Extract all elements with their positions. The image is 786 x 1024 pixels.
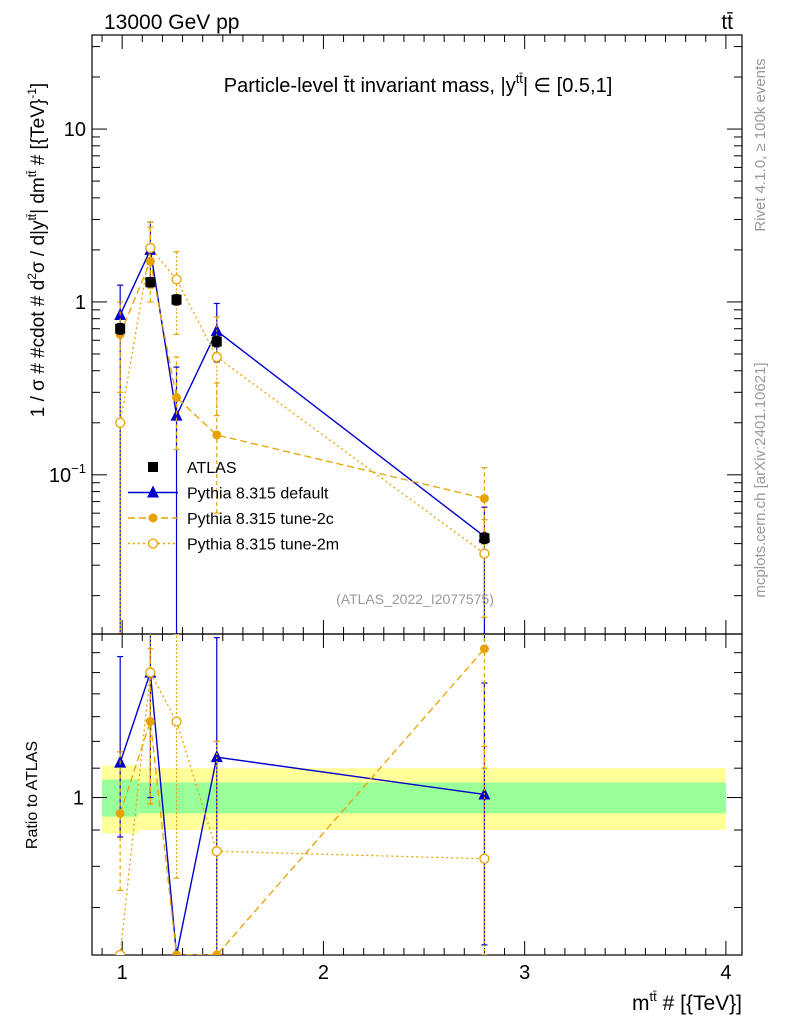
main-line-pythia-8-315-tune-2m — [119, 246, 485, 555]
ratio-point-pythia-8-315-tune-2m — [211, 846, 222, 857]
main-point-pythia-8-315-tune-2m — [145, 242, 156, 254]
x-tick-label: 4 — [720, 962, 731, 984]
chart-title: Particle-level t̄t invariant mass, |ytt̄… — [224, 71, 613, 97]
ratio-line-pythia-8-315-default — [119, 672, 485, 955]
y-tick-label: 10 — [64, 119, 86, 141]
x-tick-label: 2 — [318, 962, 329, 984]
ylabel-part-2: σ / d|y — [28, 220, 49, 273]
main-point-pythia-8-315-tune-2m — [171, 274, 182, 285]
y-axis-label: 1 / σ # #cdot # d2σ / d|ytt̄| dmtt̄ # [{… — [25, 83, 49, 417]
y-tick-label: 10−1 — [49, 461, 86, 487]
ratio-point-pythia-8-315-tune-2c — [172, 950, 182, 955]
main-point-atlas — [479, 533, 490, 544]
ylabel-part-5: tt̄ — [25, 170, 39, 177]
x-axis-label: mtt̄ # [{TeV}] — [632, 989, 742, 1015]
uncertainty-band-inner — [192, 782, 243, 814]
legend-label-atlas: ATLAS — [187, 460, 237, 477]
xlabel-base: m — [632, 992, 650, 1015]
main-point-pythia-8-315-tune-2m — [211, 351, 222, 363]
chart-title-end: | ∈ [0.5,1] — [523, 75, 612, 97]
legend-marker-atlas — [148, 462, 158, 472]
ratio-point-pythia-8-315-tune-2c — [212, 950, 222, 955]
legend-marker-pythia-8-315-tune-2m — [147, 538, 159, 549]
energy-label: 13000 GeV pp — [104, 11, 239, 34]
ylabel-part-6: # [{TeV} — [28, 99, 49, 171]
ylabel-part-1: 2 — [25, 273, 39, 280]
main-point-pythia-8-315-tune-2c — [212, 430, 222, 440]
main-point-pythia-8-315-tune-2m — [115, 417, 126, 428]
main-point-pythia-8-315-default — [170, 408, 183, 421]
legend: ATLAS Pythia 8.315 default Pythia 8.315 tu… — [128, 460, 339, 554]
ylabel-part-8: ] — [28, 83, 49, 88]
ratio-point-pythia-8-315-tune-2c — [479, 644, 489, 654]
chart-title-main: Particle-level t̄t invariant mass, |y — [224, 75, 516, 97]
uncertainty-band-inner — [162, 782, 193, 814]
ratio-line-pythia-8-315-tune-2c — [119, 648, 485, 955]
ratio-point-pythia-8-315-tune-2c — [145, 716, 155, 726]
main-plot-panel: 10 1 10−1 ATLAS Pythia 8.315 default Pythia 8… — [49, 34, 743, 635]
ratio-point-pythia-8-315-default — [210, 750, 223, 763]
main-point-pythia-8-315-tune-2m — [479, 548, 490, 559]
main-line-pythia-8-315-tune-2c — [119, 258, 485, 500]
legend-marker-pythia-8-315-tune-2c — [148, 513, 158, 523]
xlabel-sup: tt̄ — [650, 989, 658, 1004]
main-point-pythia-8-315-tune-2c — [479, 493, 489, 503]
main-point-atlas — [171, 294, 182, 305]
ylabel-part-4: | dm — [28, 177, 49, 214]
y-tick-label: 1 — [75, 292, 86, 314]
ratio-panel-frame — [91, 633, 743, 956]
main-point-atlas — [115, 323, 126, 334]
xlabel-end: # [{TeV}] — [657, 992, 742, 1015]
ratio-point-pythia-8-315-tune-2c — [115, 808, 125, 818]
legend-label-pythia-8-315-tune-2c: Pythia 8.315 tune-2c — [187, 511, 334, 528]
ratio-point-pythia-8-315-tune-2m — [171, 716, 182, 727]
analysis-watermark: (ATLAS_2022_I2077575) — [336, 591, 494, 607]
main-data-layer — [114, 221, 491, 634]
ylabel-part-7: -1 — [25, 88, 39, 99]
x-tick-label: 3 — [519, 962, 530, 984]
ratio-point-pythia-8-315-tune-2m — [145, 667, 156, 678]
ratio-y-tick-label: 1 — [73, 788, 84, 810]
x-tick-label: 1 — [117, 962, 128, 984]
rivet-version-label: Rivet 4.1.0, ≥ 100k events — [752, 58, 769, 231]
legend-label-pythia-8-315-tune-2m: Pythia 8.315 tune-2m — [187, 537, 339, 554]
ylabel-part-3: tt̄ — [25, 213, 39, 220]
main-point-atlas — [211, 336, 222, 347]
ratio-plot-panel: 1 2 3 4 1 — [73, 633, 743, 984]
mcplots-label: mcplots.cern.ch [arXiv:2401.10621] — [752, 362, 769, 597]
main-point-pythia-8-315-tune-2c — [172, 393, 182, 403]
ratio-point-pythia-8-315-tune-2m — [479, 853, 490, 864]
ratio-data-layer — [114, 634, 491, 955]
main-point-atlas — [145, 277, 156, 288]
legend-marker-pythia-8-315-default — [147, 485, 159, 498]
legend-label-pythia-8-315-default: Pythia 8.315 default — [187, 486, 329, 503]
ylabel-part-0: 1 / σ # #cdot # d — [28, 280, 49, 417]
ratio-point-pythia-8-315-tune-2m — [115, 949, 126, 955]
ratio-y-axis-label: Ratio to ATLAS — [24, 741, 41, 849]
process-label: tt̄ — [721, 11, 733, 34]
chart-title-sup: tt̄ — [516, 71, 524, 86]
